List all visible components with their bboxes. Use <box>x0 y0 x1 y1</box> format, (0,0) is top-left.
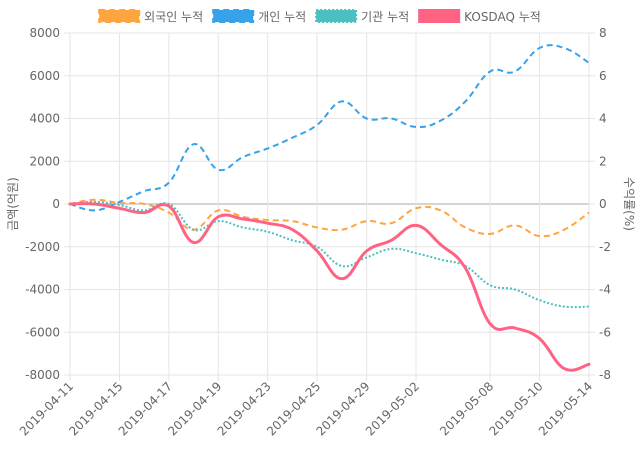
legend-label-institution: 기관 누적 <box>361 10 409 24</box>
series-line-individual <box>69 44 590 212</box>
left-tick-label: -4000 <box>25 283 60 297</box>
right-tick-label: 2 <box>599 154 607 168</box>
left-tick-label: -2000 <box>25 240 60 254</box>
right-tick-label: -2 <box>599 240 611 254</box>
legend-label-kosdaq: KOSDAQ 누적 <box>464 10 541 24</box>
x-tick-label: 2019-05-14 <box>536 379 595 438</box>
legend-swatch-kosdaq <box>418 9 461 23</box>
left-tick-label: 0 <box>52 197 60 211</box>
gridlines <box>64 32 595 381</box>
series-line-kosdaq <box>68 202 591 372</box>
right-tick-label: 0 <box>599 197 607 211</box>
left-tick-label: 8000 <box>29 26 60 40</box>
legend[interactable]: 외국인 누적 개인 누적 기관 누적 KOSDAQ 누적 <box>98 9 541 24</box>
legend-item-foreign[interactable]: 외국인 누적 <box>98 9 203 24</box>
legend-swatch-institution <box>315 9 358 23</box>
legend-label-foreign: 외국인 누적 <box>144 10 203 24</box>
left-tick-label: 4000 <box>29 112 60 126</box>
legend-label-individual: 개인 누적 <box>258 10 306 24</box>
right-tick-label: -6 <box>599 325 611 339</box>
legend-swatch-individual <box>212 9 255 23</box>
right-tick-label: -4 <box>599 283 611 297</box>
legend-item-institution[interactable]: 기관 누적 <box>315 9 409 24</box>
left-tick-label: 6000 <box>29 69 60 83</box>
legend-swatch-foreign <box>98 9 141 23</box>
left-axis-title: 금액(억원) <box>6 177 20 231</box>
axes: 8000 8 6000 6 4000 4 2000 2 0 0 -2000 -2 -4000 -4 -600… <box>6 26 636 438</box>
right-tick-label: 8 <box>599 26 607 40</box>
right-axis-title: 수익률(%) <box>622 177 636 231</box>
series-lines <box>68 44 591 372</box>
legend-item-kosdaq[interactable]: KOSDAQ 누적 <box>418 9 541 24</box>
left-tick-label: 2000 <box>29 154 60 168</box>
left-tick-label: -8000 <box>25 368 60 382</box>
right-tick-label: -8 <box>599 368 611 382</box>
series-line-foreign <box>69 198 590 238</box>
left-tick-label: -6000 <box>25 325 60 339</box>
series-line-institution <box>69 200 590 309</box>
right-tick-label: 6 <box>599 69 607 83</box>
right-tick-label: 4 <box>599 112 607 126</box>
x-tick-label: 2019-05-02 <box>363 379 422 438</box>
legend-item-individual[interactable]: 개인 누적 <box>212 9 306 24</box>
